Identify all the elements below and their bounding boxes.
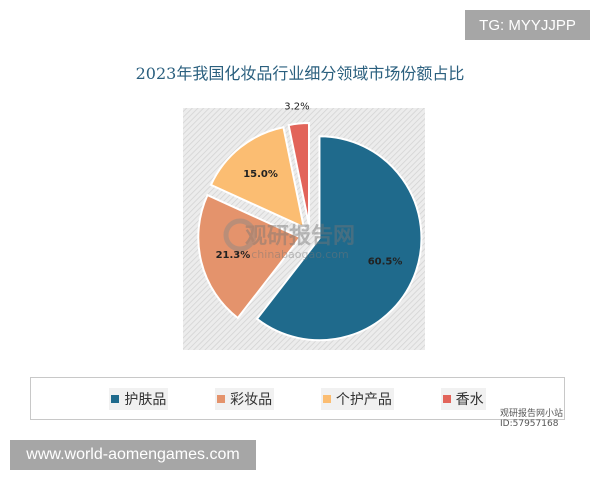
pie-slice-4 (287, 122, 310, 226)
legend-label: 香水 (455, 391, 484, 408)
data-label: 21.3% (216, 250, 251, 261)
site-badge: www.world-aomengames.com (10, 440, 256, 470)
legend-label: 护肤品 (124, 391, 167, 408)
legend-swatch (217, 394, 226, 403)
legend-swatch (111, 394, 120, 403)
svg-text:观研报告网: 观研报告网 (245, 224, 355, 249)
legend-item: 彩妆品 (215, 387, 275, 410)
legend-swatch (322, 394, 331, 403)
data-label: 15.0% (243, 169, 278, 180)
corner-watermark: 观研报告网小站 ID:57957168 (500, 409, 564, 429)
pie-slice-3 (209, 126, 306, 229)
data-label: 3.2% (284, 102, 309, 113)
chart-title: 2023年我国化妆品行业细分领域市场份额占比 (135, 64, 465, 83)
watermark: 观研报告网 chinabaogao.com (223, 218, 355, 261)
legend-label: 彩妆品 (230, 391, 273, 408)
svg-text:chinabaogao.com: chinabaogao.com (251, 248, 349, 261)
data-label: 60.5% (368, 257, 403, 268)
tg-badge: TG: MYYJJPP (465, 10, 590, 40)
legend-item: 护肤品 (109, 387, 169, 410)
pie-slice-2 (197, 193, 302, 320)
legend-label: 个护产品 (335, 391, 392, 408)
legend-swatch (442, 394, 451, 403)
legend-item: 个护产品 (320, 387, 394, 410)
legend: 护肤品 彩妆品 个护产品 香水 (30, 377, 565, 420)
pie-slice-1 (255, 135, 423, 342)
legend-item: 香水 (440, 387, 486, 410)
